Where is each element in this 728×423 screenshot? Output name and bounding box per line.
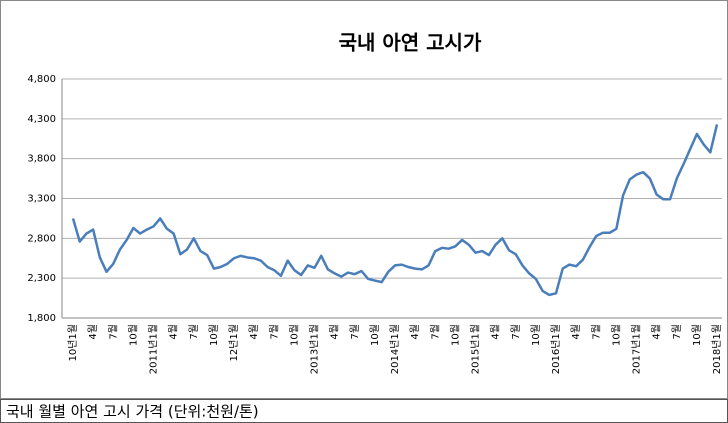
x-tick-label: 2017년1월 (631, 324, 643, 374)
chart-title: 국내 아연 고시가 (339, 31, 482, 55)
x-tick-label: 7월 (268, 324, 280, 340)
x-tick-label: 2018년1월 (711, 324, 723, 374)
x-tick-label: 7월 (671, 324, 683, 340)
line-series (71, 124, 719, 297)
x-tick-label: 10월 (208, 324, 220, 346)
x-tick-label: 10월 (691, 324, 703, 346)
x-tick-label: 4월 (87, 324, 99, 340)
x-tick-label: 4월 (409, 324, 421, 340)
caption: 국내 월별 아연 고시 가격 (단위:천원/톤) (6, 403, 259, 421)
x-tick-label: 10월 (610, 324, 622, 346)
chart-frame (0, 0, 728, 399)
x-tick-label: 2013년1월 (309, 324, 321, 374)
x-tick-label: 7월 (188, 324, 200, 340)
y-tick-label: 3,300 (27, 194, 56, 205)
x-tick-label: 7월 (349, 324, 361, 340)
y-tick-label: 2,800 (27, 233, 56, 244)
x-tick-label: 10월 (369, 324, 381, 346)
x-tick-label: 10월 (449, 324, 461, 346)
x-tick-label: 7월 (510, 324, 522, 340)
y-tick-label: 4,300 (27, 114, 56, 125)
x-tick-label: 10월 (288, 324, 300, 346)
x-tick-label: 7월 (429, 324, 441, 340)
x-tick-label: 2015년1월 (470, 324, 482, 374)
x-tick-label: 4월 (168, 324, 180, 340)
x-tick-label: 4월 (570, 324, 582, 340)
x-tick-label: 2016년1월 (550, 324, 562, 374)
y-tick-label: 3,800 (27, 154, 56, 165)
x-tick-label: 10월 (530, 324, 542, 346)
x-tick-label: 4월 (329, 324, 341, 340)
x-tick-label: 12년1월 (228, 324, 240, 362)
x-tick-label: 7월 (590, 324, 602, 340)
x-tick-label: 10년1월 (67, 324, 79, 362)
x-tick-label: 2011년1월 (148, 324, 160, 374)
x-tick-label: 4월 (248, 324, 260, 340)
x-tick-label: 10월 (127, 324, 139, 346)
y-tick-label: 4,800 (27, 74, 56, 85)
x-tick-label: 2014년1월 (389, 324, 401, 374)
x-tick-label: 4월 (651, 324, 663, 340)
y-tick-label: 2,300 (27, 273, 56, 284)
x-tick-label: 4월 (490, 324, 502, 340)
x-tick-label: 7월 (107, 324, 119, 340)
y-tick-label: 1,800 (27, 313, 56, 324)
